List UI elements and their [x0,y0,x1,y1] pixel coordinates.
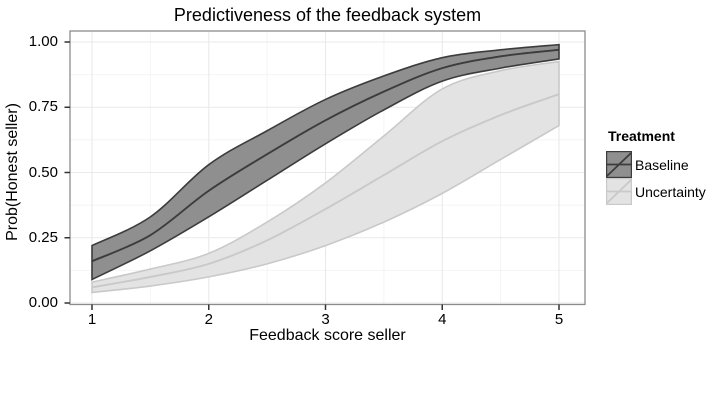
fit-line-baseline [91,48,560,263]
x-axis-title: Feedback score seller [249,327,406,344]
x-tick-label: 4 [438,311,447,328]
legend-title: Treatment [608,128,675,144]
y-tick-label: 0.25 [28,228,58,246]
fit-line-uncertainty [91,93,560,289]
chart-title: Predictiveness of the feedback system [173,5,482,25]
y-tick-label: 1.00 [28,33,58,50]
y-tick-label: 0.75 [28,98,58,116]
legend-item-uncertainty: Uncertainty [606,178,706,205]
ribbon-line-key-icon [606,178,632,205]
x-tick-label: 5 [554,311,564,328]
legend-label-baseline: Baseline [635,156,689,173]
y-tick-label: 0.00 [28,294,58,311]
confidence-ribbon-baseline [91,43,560,281]
y-tick-label: 0.50 [28,163,58,181]
x-tick-label: 1 [87,311,97,328]
panel-border [69,30,586,306]
confidence-ribbon-uncertainty [91,60,560,294]
x-tick-label: 2 [204,311,213,328]
legend: Treatment Baseline Uncertainty [606,128,706,205]
legend-item-baseline: Baseline [606,151,706,178]
ribbon-line-key-icon [606,151,632,178]
legend-label-uncertainty: Uncertainty [635,183,706,200]
series-layer [91,43,560,294]
x-tick-label: 3 [321,311,330,328]
